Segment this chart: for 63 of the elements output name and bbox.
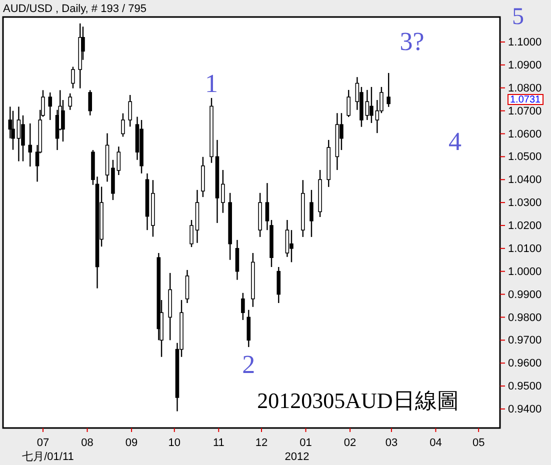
x-tick-label: 02 [344, 436, 356, 449]
candlestick [68, 92, 72, 110]
y-tick-label: 1.0300 [508, 197, 542, 210]
candlestick [28, 122, 32, 168]
candlestick [370, 86, 374, 124]
y-tick-label: 0.9700 [508, 334, 542, 347]
y-tick-label: 1.1000 [508, 36, 542, 49]
candlestick [71, 66, 75, 89]
annotation: 3? [400, 27, 424, 56]
candlestick [246, 309, 251, 348]
candlestick [235, 239, 240, 280]
y-tick-label: 1.0100 [508, 242, 542, 255]
y-tick-label: 1.0700 [508, 105, 542, 118]
candlestick [128, 94, 132, 128]
y-tick-label: 1.0200 [508, 220, 542, 232]
x-tick-label: 10 [168, 436, 181, 449]
y-tick-label: 0.9400 [508, 403, 542, 416]
candlestick [310, 189, 314, 238]
y-tick-label: 1.0400 [508, 174, 542, 186]
y-tick-label: 0.9800 [508, 312, 542, 324]
candlestick [185, 269, 190, 304]
text: 七月/01/11 [22, 450, 74, 463]
x-tick-label: 04 [430, 436, 442, 449]
candlestick [241, 292, 245, 321]
y-tick-label: 1.0500 [508, 151, 542, 164]
y-tick-label: 0.9500 [508, 380, 542, 393]
candlestick [88, 90, 92, 116]
annotation: 20120305AUD日線圖 [257, 388, 459, 413]
x-tick-label: 11 [212, 436, 224, 449]
chart-title: AUD/USD , Daily, # 193 / 795 [3, 3, 146, 15]
y-tick-label: 1.0000 [508, 266, 542, 278]
candlestick [386, 72, 391, 108]
candlestick [276, 266, 281, 304]
y-tick-label: 1.0900 [508, 59, 542, 72]
candlestick [290, 229, 294, 263]
y-tick-label: 1.0600 [508, 128, 542, 140]
candlestick [116, 146, 121, 176]
candlestick [190, 219, 194, 248]
candlestick [285, 219, 290, 258]
x-tick-label: 03 [385, 436, 398, 449]
candlestick [61, 99, 65, 142]
annotation: 1 [205, 68, 218, 98]
candlestick [48, 92, 52, 121]
candlestick [11, 110, 15, 150]
x-tick-label: 08 [81, 436, 94, 449]
x-tick-label: 12 [255, 436, 268, 449]
annotation: 4 [448, 127, 462, 156]
candlestick [346, 89, 351, 118]
candlestick [121, 112, 125, 138]
text: 1.0731 [510, 94, 542, 106]
x-tick-label: 09 [125, 436, 138, 449]
y-tick-label: 1.0800 [508, 82, 542, 94]
y-tick-label: 0.9900 [508, 288, 542, 301]
annotation: 2 [242, 350, 256, 380]
text: 5 [512, 4, 524, 30]
candlestick [221, 169, 225, 214]
candlestick [365, 89, 370, 121]
x-tick-label: 05 [472, 436, 485, 449]
candlestick [16, 106, 21, 162]
y-tick-label: 0.9600 [508, 358, 542, 370]
x-tick-label: 07 [36, 436, 50, 449]
x-tick-label: 01 [300, 436, 312, 449]
text: 2012 [284, 451, 310, 463]
